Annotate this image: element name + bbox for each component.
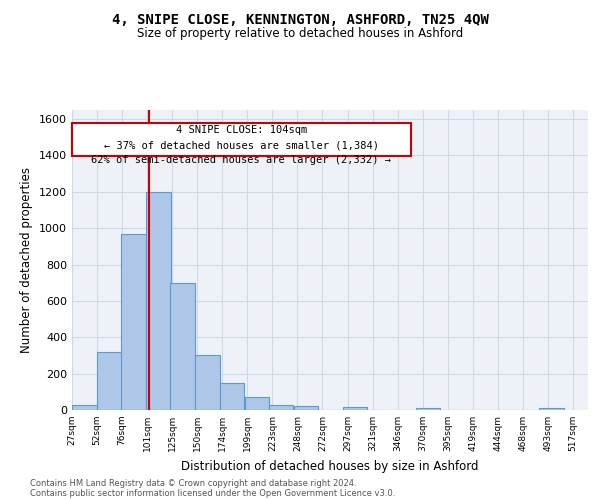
Bar bbox=[196, 356, 220, 410]
Bar bbox=[170, 282, 195, 410]
Bar bbox=[539, 408, 564, 410]
Bar bbox=[416, 408, 440, 410]
Bar bbox=[72, 404, 97, 410]
X-axis label: Distribution of detached houses by size in Ashford: Distribution of detached houses by size … bbox=[181, 460, 479, 472]
Text: ← 37% of detached houses are smaller (1,384): ← 37% of detached houses are smaller (1,… bbox=[104, 140, 379, 150]
Text: 62% of semi-detached houses are larger (2,332) →: 62% of semi-detached houses are larger (… bbox=[91, 155, 391, 165]
Bar bbox=[245, 398, 269, 410]
Text: Contains public sector information licensed under the Open Government Licence v3: Contains public sector information licen… bbox=[30, 488, 395, 498]
Bar bbox=[343, 408, 367, 410]
Text: Contains HM Land Registry data © Crown copyright and database right 2024.: Contains HM Land Registry data © Crown c… bbox=[30, 478, 356, 488]
Text: 4 SNIPE CLOSE: 104sqm: 4 SNIPE CLOSE: 104sqm bbox=[176, 125, 307, 135]
Bar bbox=[121, 234, 146, 410]
Bar bbox=[97, 352, 122, 410]
Text: Size of property relative to detached houses in Ashford: Size of property relative to detached ho… bbox=[137, 28, 463, 40]
Text: 4, SNIPE CLOSE, KENNINGTON, ASHFORD, TN25 4QW: 4, SNIPE CLOSE, KENNINGTON, ASHFORD, TN2… bbox=[112, 12, 488, 26]
Bar bbox=[293, 406, 318, 410]
Y-axis label: Number of detached properties: Number of detached properties bbox=[20, 167, 34, 353]
Bar bbox=[220, 382, 244, 410]
Bar bbox=[146, 192, 171, 410]
Bar bbox=[269, 404, 293, 410]
